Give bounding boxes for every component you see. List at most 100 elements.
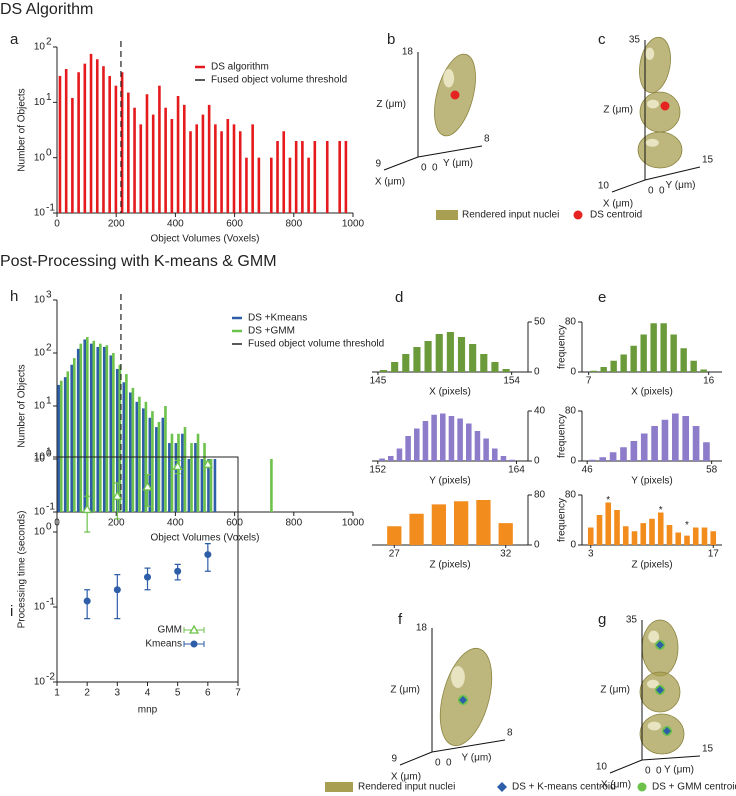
bar xyxy=(480,354,488,372)
bar xyxy=(207,104,211,213)
kmeans-centroid xyxy=(656,641,664,649)
marker xyxy=(190,640,198,648)
bar xyxy=(176,96,180,213)
bar xyxy=(469,344,477,372)
bar xyxy=(700,369,707,372)
bar xyxy=(391,362,399,372)
bar xyxy=(672,413,679,461)
centroid xyxy=(450,90,460,100)
y-max: 15 xyxy=(702,155,714,166)
bar xyxy=(666,525,673,545)
z-max: 18 xyxy=(416,623,428,634)
y-min: 0 xyxy=(432,163,438,174)
nucleus-highlight xyxy=(647,721,661,731)
bar xyxy=(79,343,83,512)
bar xyxy=(448,416,455,461)
legend-label: DS + K-means centroid xyxy=(512,782,616,793)
x-tick-label: 400 xyxy=(167,219,184,230)
legend-label: GMM xyxy=(158,625,182,636)
y-tick-label: 10 xyxy=(34,677,46,688)
nucleus-highlight xyxy=(451,666,465,688)
y-tick-label: 10 xyxy=(34,348,46,359)
bar xyxy=(105,345,109,512)
x-tick-label: 5 xyxy=(175,688,181,699)
z-max: 35 xyxy=(626,615,638,626)
x-tick-label: 3 xyxy=(115,688,121,699)
legend-label: DS algorithm xyxy=(211,62,269,73)
x-max: 9 xyxy=(391,754,397,765)
bar xyxy=(338,141,341,213)
bar xyxy=(196,433,200,512)
bar xyxy=(181,433,184,512)
bar xyxy=(138,396,141,512)
bar xyxy=(157,421,161,512)
bar xyxy=(424,341,432,372)
bar xyxy=(194,443,197,512)
x-tick-label: 145 xyxy=(370,376,387,387)
y-tick-exponent: 1 xyxy=(46,447,52,458)
bar xyxy=(201,114,205,213)
marker xyxy=(172,461,183,471)
z-label: Z (μm) xyxy=(390,685,420,696)
bar xyxy=(238,131,242,213)
bar xyxy=(590,370,597,372)
y-max: 8 xyxy=(507,728,513,739)
bar xyxy=(77,72,80,213)
x-tick-label: 1000 xyxy=(342,518,365,529)
bar xyxy=(86,337,89,512)
x-label: X (μm) xyxy=(601,780,631,791)
bar xyxy=(187,459,191,512)
bar xyxy=(457,418,463,461)
nucleus-highlight xyxy=(645,138,659,147)
x-tick-label: 4 xyxy=(145,688,151,699)
bar xyxy=(387,526,402,545)
y-tick-exponent: -1 xyxy=(46,203,55,214)
bar xyxy=(325,141,329,213)
x-axis-label: Y (pixels) xyxy=(631,476,673,487)
marker xyxy=(204,551,212,559)
annotation: * xyxy=(685,520,689,531)
nucleus-render xyxy=(639,91,681,133)
bar xyxy=(257,157,261,213)
render-axes xyxy=(611,40,701,193)
bar xyxy=(620,354,627,372)
y-tick-label: 10 xyxy=(34,208,46,219)
bar xyxy=(207,459,210,512)
bar xyxy=(83,63,87,213)
x-min: 0 xyxy=(645,766,651,777)
bar xyxy=(182,104,186,213)
bar xyxy=(66,371,70,512)
bar xyxy=(640,523,647,545)
bar xyxy=(446,332,454,372)
x-min: 0 xyxy=(435,758,441,769)
heading: Post-Processing with K-means & GMM xyxy=(0,253,277,270)
bar xyxy=(102,66,105,213)
y-tick-label: 0 xyxy=(570,367,576,378)
bar xyxy=(164,406,167,512)
bar xyxy=(177,433,180,512)
bar xyxy=(158,85,161,213)
bar xyxy=(151,411,154,512)
y-tick-label: 0 xyxy=(534,367,540,378)
bar xyxy=(651,426,658,461)
legend-label: DS centroid xyxy=(590,210,642,221)
y-axis-label: frequency xyxy=(557,414,568,458)
y-axis-label: Number of Objects xyxy=(17,364,28,447)
bar xyxy=(596,515,603,545)
y-tick-exponent: 1 xyxy=(46,92,52,103)
panel-label: e xyxy=(598,289,606,306)
y-tick-label: 10 xyxy=(34,295,46,306)
bar xyxy=(661,419,669,461)
annotation: * xyxy=(659,505,663,516)
x-tick-label: 46 xyxy=(582,465,594,476)
bar xyxy=(657,512,664,545)
bar xyxy=(133,107,136,213)
bar xyxy=(128,392,132,512)
bar xyxy=(64,69,68,213)
y-tick-label: 80 xyxy=(534,490,546,501)
y-axis-label: frequency xyxy=(557,498,568,542)
y-tick-label: 80 xyxy=(565,317,577,328)
x-axis-label: mnp xyxy=(138,705,158,716)
bar xyxy=(183,427,187,512)
